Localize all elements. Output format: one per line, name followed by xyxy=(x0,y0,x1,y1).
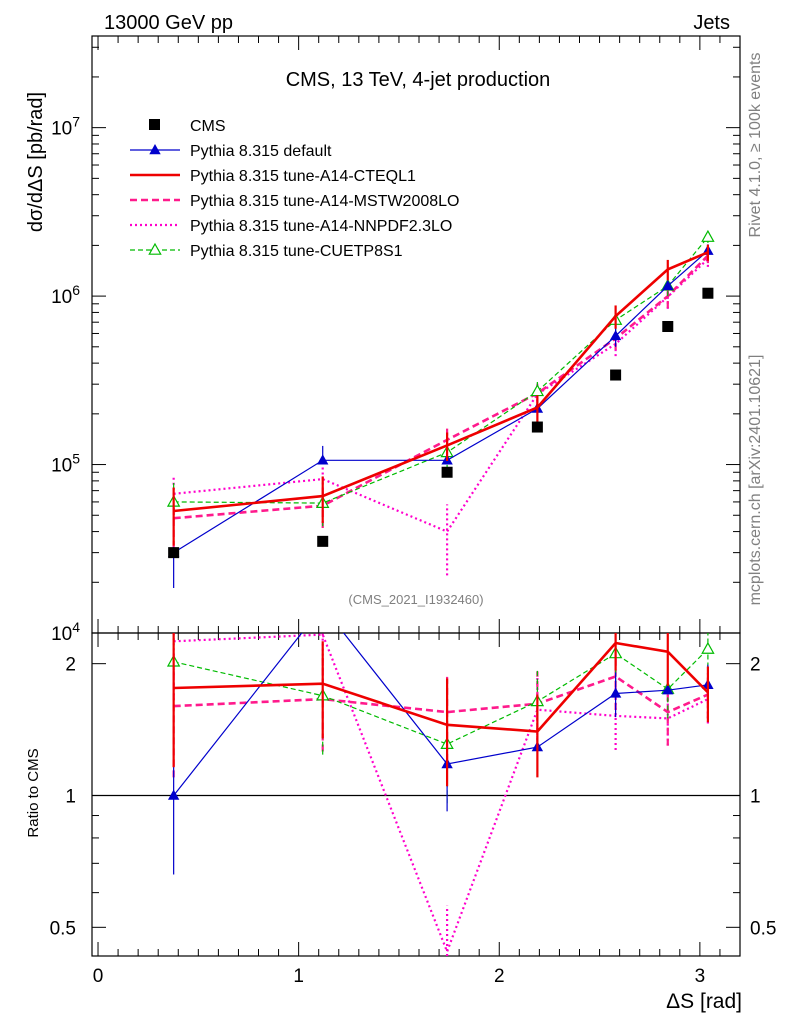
ratio-tick-label-right: 1 xyxy=(750,786,761,807)
x-tick-label: 2 xyxy=(494,966,505,987)
ratio-tick-label: 0.5 xyxy=(50,918,76,939)
beam-label: 13000 GeV pp xyxy=(104,12,233,34)
legend-marker-pythia-8-315-tune-cuetp8s1 xyxy=(148,242,162,255)
series-pythia-8-315-tune-cuetp8s1-ratio-line xyxy=(173,648,709,745)
cms-data-point xyxy=(702,287,714,299)
cms-data-point xyxy=(662,320,674,332)
series-pythia-8-315-tune-a14-nnpdf2-3lo-line xyxy=(173,258,709,533)
analysis-id: (CMS_2021_I1932460) xyxy=(348,592,483,607)
ratio-tick-label-right: 2 xyxy=(750,655,761,676)
series-pythia-8-315-default-marker xyxy=(317,454,329,465)
series-pythia-8-315-default-ratio-marker xyxy=(317,600,328,610)
y-tick-label: 107 xyxy=(51,114,80,140)
chart-title: CMS, 13 TeV, 4-jet production xyxy=(286,69,551,91)
series-pythia-8-315-tune-cuetp8s1-ratio-marker xyxy=(701,641,715,654)
x-axis-label: ΔS [rad] xyxy=(666,990,742,1013)
y-tick-label: 104 xyxy=(51,619,80,645)
axis-ticks: 0 1 2 3 104 105 106 107 0.5 0.5 1 1 2 2 xyxy=(50,36,776,987)
legend: CMS Pythia 8.315 default Pythia 8.315 tune… xyxy=(130,118,459,260)
series-pythia-8-315-default-marker xyxy=(609,329,622,341)
y-axis-label: dσ/dΔS [pb/rad] xyxy=(25,92,47,232)
cms-data-point xyxy=(441,466,453,478)
cms-data-point xyxy=(168,547,180,559)
legend-label: Pythia 8.315 default xyxy=(190,143,332,160)
series-pythia-8-315-default-ratio-line xyxy=(173,633,708,796)
series-pythia-8-315-default-ratio-marker xyxy=(167,789,180,800)
series-pythia-8-315-tune-cuetp8s1-line xyxy=(173,236,709,504)
ratio-tick-label-right: 0.5 xyxy=(750,918,776,939)
legend-label: Pythia 8.315 tune-CUETP8S1 xyxy=(190,243,403,260)
legend-label: CMS xyxy=(190,118,226,135)
process-label: Jets xyxy=(693,12,730,34)
legend-label: Pythia 8.315 tune-A14-MSTW2008LO xyxy=(190,193,459,210)
series-pythia-8-315-tune-a14-cteql1-line xyxy=(173,251,709,513)
series-pythia-8-315-tune-a14-mstw2008lo-line xyxy=(173,254,709,520)
legend-label: Pythia 8.315 tune-A14-NNPDF2.3LO xyxy=(190,218,452,235)
rivet-label: Rivet 4.1.0, ≥ 100k events xyxy=(747,53,764,238)
legend-label: Pythia 8.315 tune-A14-CTEQL1 xyxy=(190,168,416,185)
ratio-plot-area xyxy=(166,600,715,956)
ratio-panel-frame xyxy=(91,632,741,957)
series-pythia-8-315-tune-a14-nnpdf2-3lo-ratio-line xyxy=(173,633,709,955)
y-tick-label: 106 xyxy=(51,282,80,308)
ratio-axis-label: Ratio to CMS xyxy=(25,748,42,837)
main-plot-area xyxy=(166,229,715,588)
cms-data-point xyxy=(531,421,543,433)
x-tick-label: 0 xyxy=(93,966,104,987)
series-pythia-8-315-default-marker xyxy=(662,279,674,291)
series-pythia-8-315-default-line xyxy=(173,250,709,554)
y-tick-label: 105 xyxy=(51,451,80,477)
ratio-tick-label: 2 xyxy=(65,655,76,676)
ratio-tick-label: 1 xyxy=(65,786,76,807)
series-pythia-8-315-tune-cuetp8s1-marker xyxy=(701,229,715,242)
cms-data-point xyxy=(610,369,622,381)
x-tick-label: 1 xyxy=(293,966,304,987)
legend-marker-cms xyxy=(149,119,160,130)
mcplots-label: mcplots.cern.ch [arXiv:2401.10621] xyxy=(747,355,764,606)
series-pythia-8-315-default-ratio-marker xyxy=(609,687,622,698)
legend-marker-pythia-8-315-default xyxy=(149,144,161,155)
x-tick-label: 3 xyxy=(695,966,706,987)
cms-data-point xyxy=(317,535,329,547)
series-pythia-8-315-default-ratio-marker xyxy=(662,684,674,695)
series-pythia-8-315-tune-a14-cteql1-ratio-line xyxy=(173,641,709,733)
